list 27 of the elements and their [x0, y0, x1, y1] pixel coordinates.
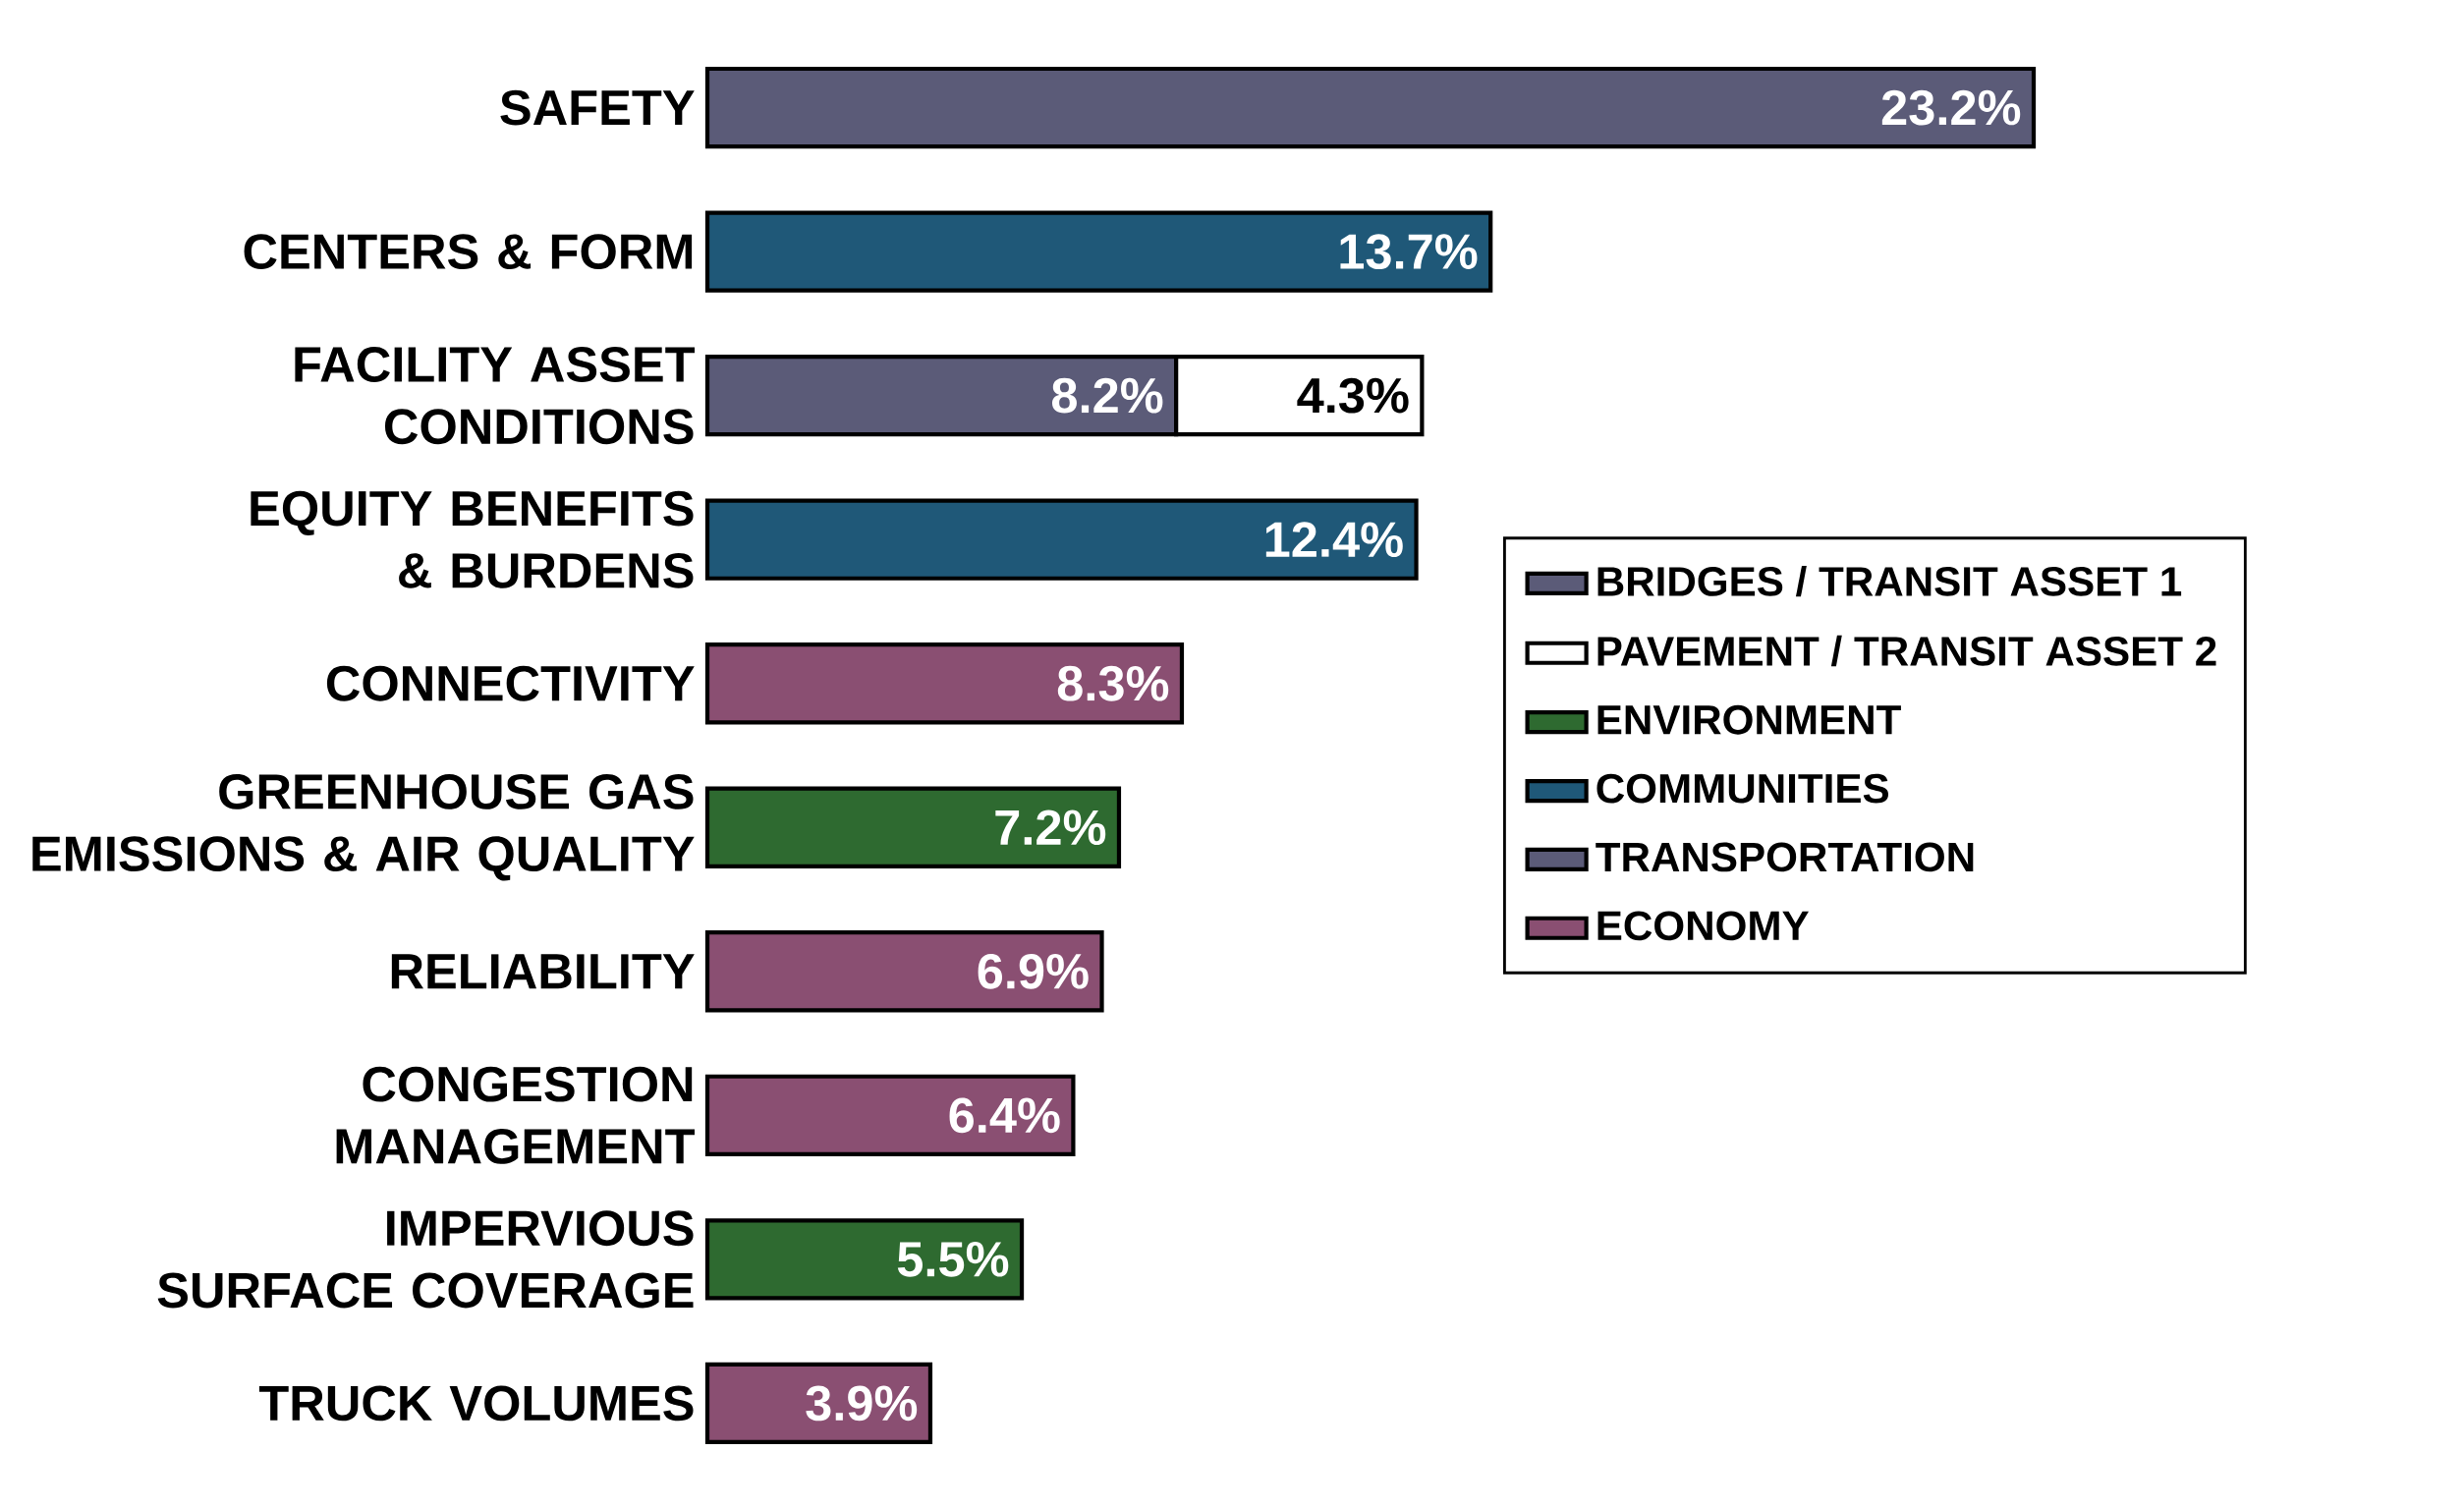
y-tick-label: TRUCK VOLUMES [258, 1385, 694, 1422]
legend-label: PAVEMENT / TRANSIT ASSET 2 [1597, 635, 2216, 667]
y-tick-label: CONGESTION MANAGEMENT [336, 1066, 696, 1164]
data-label: 6.4% [949, 1097, 1060, 1134]
y-tick-label: EQUITY BENEFITS & BURDENS [251, 490, 694, 588]
y-tick-label: CENTERS & FORM [244, 234, 693, 270]
data-label: 23.2% [1881, 89, 2021, 126]
data-label: 4.3% [1297, 377, 1409, 414]
data-label: 12.4% [1265, 522, 1403, 558]
data-label: 7.2% [995, 809, 1106, 846]
y-tick-label: RELIABILITY [391, 954, 695, 989]
legend-label: BRIDGES / TRANSIT ASSET 1 [1597, 565, 2182, 597]
data-label: 13.7% [1340, 234, 1478, 270]
y-tick-label: CONNECTIVITY [326, 665, 695, 701]
legend-label: ENVIRONMENT [1597, 704, 1901, 735]
y-tick-label: GREENHOUSE GAS EMISSIONS & AIR QUALITY [32, 773, 695, 881]
data-label: 3.9% [806, 1385, 918, 1422]
legend-label: COMMUNITIES [1596, 773, 1888, 804]
y-tick-label: SAFETY [500, 89, 695, 126]
data-label: 5.5% [897, 1242, 1009, 1277]
y-tick-label: IMPERVIOUS SURFACE COVERAGE [157, 1210, 694, 1309]
y-tick-label: FACILITY ASSET CONDITIONS [295, 347, 696, 445]
data-label: 6.9% [978, 953, 1089, 989]
data-label: 8.3% [1057, 665, 1169, 701]
legend-label: TRANSPORTATION [1596, 842, 1974, 872]
data-label: 8.2% [1051, 377, 1163, 414]
legend-label: ECONOMY [1597, 911, 1809, 941]
